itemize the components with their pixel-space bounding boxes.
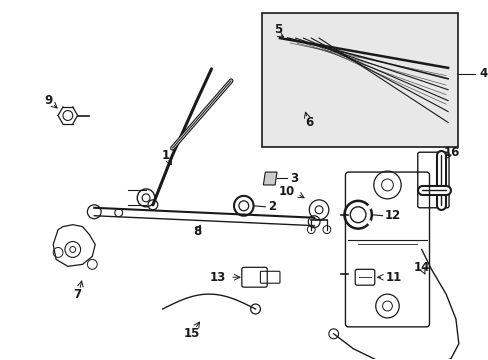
Text: 8: 8 xyxy=(192,225,201,238)
Text: 10: 10 xyxy=(278,185,294,198)
Text: 3: 3 xyxy=(289,171,297,185)
Polygon shape xyxy=(263,172,277,185)
Text: 6: 6 xyxy=(305,116,313,129)
Text: 15: 15 xyxy=(183,327,200,340)
Text: 2: 2 xyxy=(268,200,276,213)
Text: 13: 13 xyxy=(209,271,226,284)
Text: 9: 9 xyxy=(44,94,52,107)
Bar xyxy=(262,13,457,147)
Text: 7: 7 xyxy=(73,288,81,301)
Text: 16: 16 xyxy=(443,146,460,159)
Text: 4: 4 xyxy=(478,67,487,80)
Text: 14: 14 xyxy=(413,261,429,274)
Text: 12: 12 xyxy=(384,209,400,222)
Text: 5: 5 xyxy=(273,23,282,36)
Text: 11: 11 xyxy=(385,271,401,284)
Text: 1: 1 xyxy=(161,149,169,162)
